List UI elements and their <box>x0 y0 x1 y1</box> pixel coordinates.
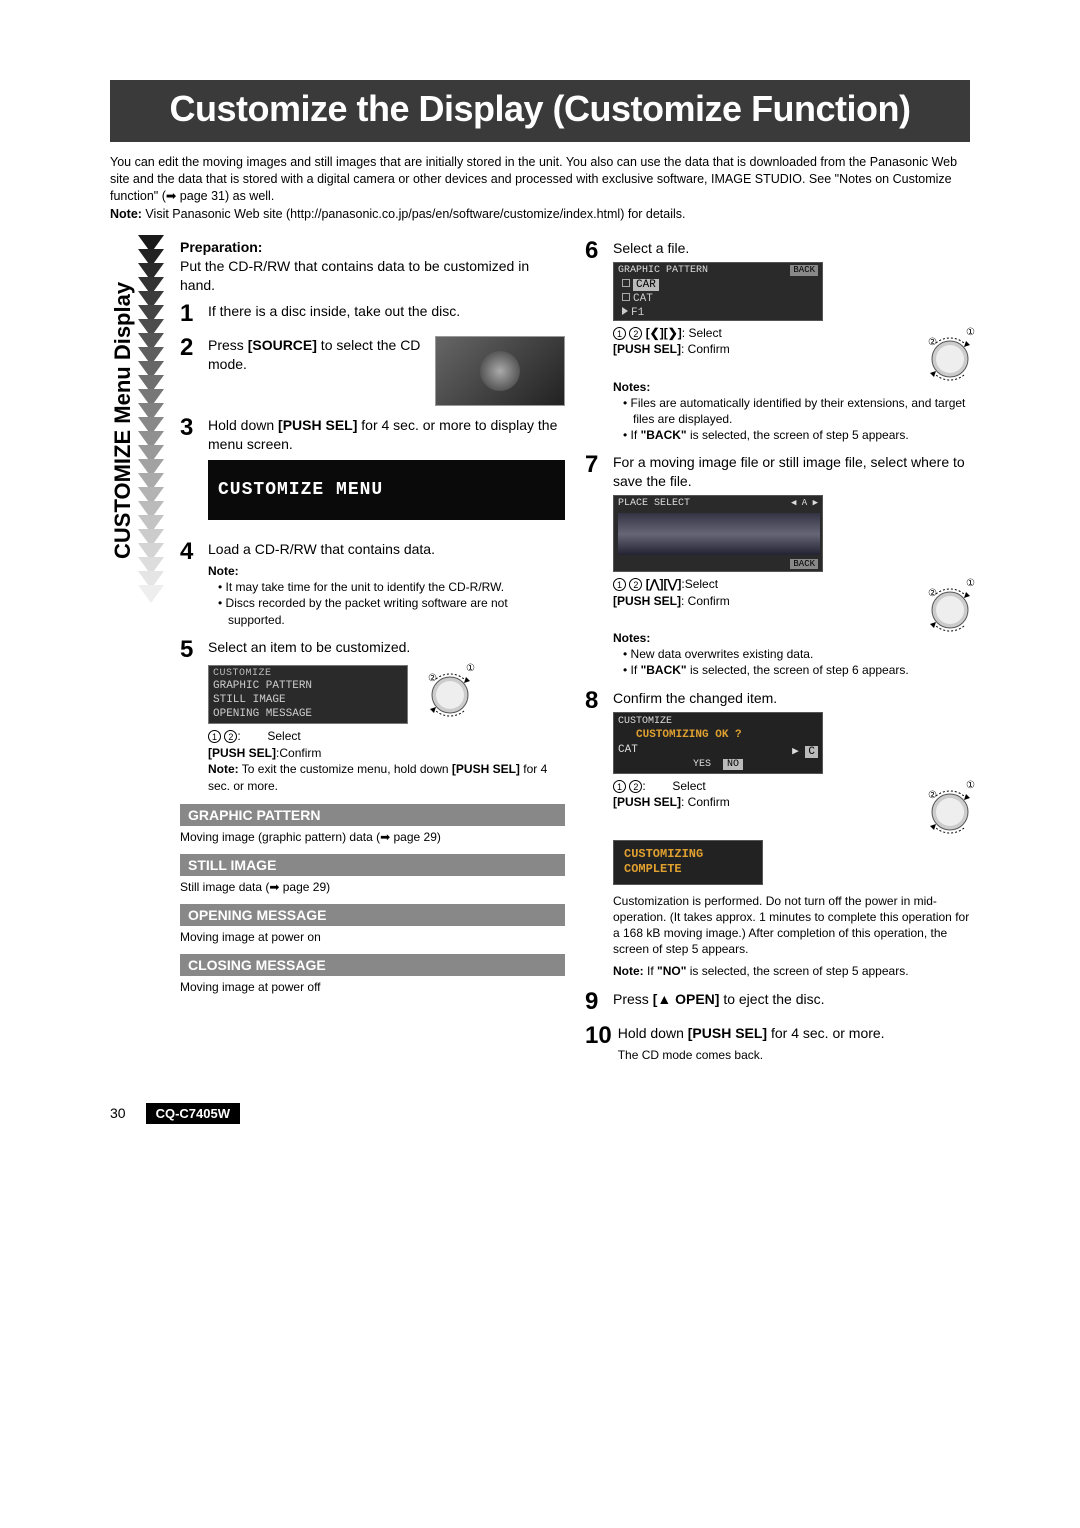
knob-legend: 1 2 [⋀][⋁]:Select [PUSH SEL]: Confirm <box>613 576 908 610</box>
preparation-label: Preparation: <box>180 239 565 255</box>
device-photo <box>435 336 565 406</box>
preparation-text: Put the CD-R/RW that contains data to be… <box>180 257 565 295</box>
section-still-image: STILL IMAGE <box>180 854 565 876</box>
svg-text:①: ① <box>966 780 975 791</box>
step-number: 10 <box>585 1024 612 1048</box>
note-block: Note: It may take time for the unit to i… <box>208 563 565 628</box>
svg-text:②: ② <box>428 673 437 684</box>
svg-text:①: ① <box>966 578 975 589</box>
knob-legend: 1 2: Select [PUSH SEL]:Confirm <box>208 728 408 762</box>
section-desc: Moving image (graphic pattern) data (➡ p… <box>180 830 565 844</box>
step-number: 1 <box>180 302 202 326</box>
step-text: For a moving image file or still image f… <box>613 453 970 491</box>
section-desc: Moving image at power on <box>180 930 565 944</box>
page-number: 30 <box>110 1105 126 1121</box>
lcd-place-select: PLACE SELECT◀ A ▶ BACK <box>613 495 823 572</box>
section-desc: Still image data (➡ page 29) <box>180 880 565 894</box>
lcd-customize-menu: CUSTOMIZE GRAPHIC PATTERN STILL IMAGE OP… <box>208 665 408 724</box>
customize-menu-display: CUSTOMIZE MENU <box>208 460 565 520</box>
knob-legend: 1 2: Select [PUSH SEL]: Confirm <box>613 778 908 812</box>
note-label: Note: <box>110 207 142 221</box>
knob-icon: ①② <box>916 325 970 379</box>
svg-text:①: ① <box>466 663 475 674</box>
step-number: 6 <box>585 239 607 263</box>
section-closing-message: CLOSING MESSAGE <box>180 954 565 976</box>
step-text: Press [▲ OPEN] to eject the disc. <box>613 990 970 1009</box>
cd-mode-text: The CD mode comes back. <box>618 1047 970 1063</box>
chevron-decoration <box>138 239 164 603</box>
step-text: Select an item to be customized. <box>208 638 565 657</box>
svg-text:①: ① <box>966 327 975 338</box>
section-desc: Moving image at power off <box>180 980 565 994</box>
step-number: 2 <box>180 336 202 360</box>
step-text: Confirm the changed item. <box>613 689 970 708</box>
lcd-file-select: GRAPHIC PATTERNBACK CAR CAT F1 <box>613 262 823 321</box>
step-number: 5 <box>180 638 202 662</box>
lcd-confirm: CUSTOMIZE CUSTOMIZING OK ? CAT▶ C YES NO <box>613 712 823 774</box>
step-text: Hold down [PUSH SEL] for 4 sec. or more … <box>208 416 565 454</box>
step-text: If there is a disc inside, take out the … <box>208 302 565 321</box>
vertical-section-label: CUSTOMIZE Menu Display <box>110 282 136 559</box>
model-number: CQ-C7405W <box>146 1103 240 1124</box>
step-text: Load a CD-R/RW that contains data. <box>208 540 565 559</box>
step-number: 7 <box>585 453 607 477</box>
knob-icon: ①② <box>916 778 970 832</box>
section-opening-message: OPENING MESSAGE <box>180 904 565 926</box>
svg-text:②: ② <box>928 790 937 801</box>
svg-text:②: ② <box>928 337 937 348</box>
completion-text: Customization is performed. Do not turn … <box>613 893 970 958</box>
notes-block: Notes: New data overwrites existing data… <box>613 630 970 679</box>
step-text: Select a file. <box>613 239 970 258</box>
intro-text: You can edit the moving images and still… <box>110 154 970 205</box>
svg-text:②: ② <box>928 588 937 599</box>
note-text: Visit Panasonic Web site (http://panason… <box>142 207 686 221</box>
complete-display: CUSTOMIZING COMPLETE <box>613 840 763 885</box>
knob-legend: 1 2 [❮][❯]: Select [PUSH SEL]: Confirm <box>613 325 908 359</box>
intro-note: Note: Visit Panasonic Web site (http://p… <box>110 207 970 221</box>
step-number: 9 <box>585 990 607 1014</box>
step-text: Hold down [PUSH SEL] for 4 sec. or more. <box>618 1024 970 1043</box>
no-note: Note: If "NO" is selected, the screen of… <box>613 963 970 979</box>
exit-note: Note: To exit the customize menu, hold d… <box>208 761 565 793</box>
notes-block: Notes: Files are automatically identifie… <box>613 379 970 444</box>
step-number: 3 <box>180 416 202 440</box>
page-title: Customize the Display (Customize Functio… <box>110 80 970 142</box>
section-graphic-pattern: GRAPHIC PATTERN <box>180 804 565 826</box>
step-number: 8 <box>585 689 607 713</box>
step-number: 4 <box>180 540 202 564</box>
knob-icon: ①② <box>416 661 470 715</box>
knob-icon: ①② <box>916 576 970 630</box>
